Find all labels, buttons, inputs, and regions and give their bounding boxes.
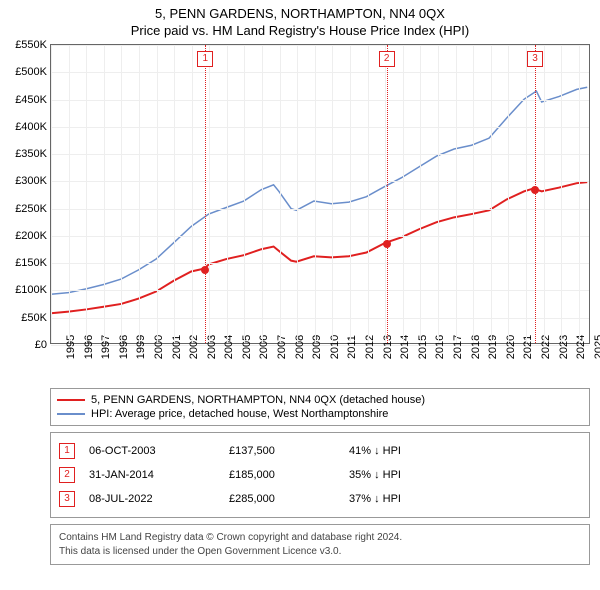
transaction-hpi-delta: 35% ↓ HPI — [349, 469, 581, 481]
transaction-price: £285,000 — [229, 493, 349, 505]
gridline-v — [157, 45, 158, 343]
transaction-marker: 1 — [59, 443, 75, 459]
marker-line-2 — [387, 45, 388, 343]
y-axis-label: £350K — [15, 148, 47, 160]
chart-subtitle: Price paid vs. HM Land Registry's House … — [0, 23, 600, 38]
transaction-date: 08-JUL-2022 — [89, 493, 229, 505]
y-axis-label: £100K — [15, 284, 47, 296]
gridline-v — [297, 45, 298, 343]
transaction-row-2: 2 31-JAN-2014£185,00035% ↓ HPI — [59, 463, 581, 487]
transaction-marker: 2 — [59, 467, 75, 483]
gridline-v — [491, 45, 492, 343]
marker-box-2: 2 — [379, 51, 395, 67]
transaction-hpi-delta: 41% ↓ HPI — [349, 445, 581, 457]
plot-area: £0£50K£100K£150K£200K£250K£300K£350K£400… — [50, 44, 590, 344]
marker-dot-3 — [531, 186, 539, 194]
gridline-v — [579, 45, 580, 343]
marker-box-1: 1 — [197, 51, 213, 67]
gridline-v — [420, 45, 421, 343]
gridline-v — [403, 45, 404, 343]
legend-box: 5, PENN GARDENS, NORTHAMPTON, NN4 0QX (d… — [50, 388, 590, 426]
gridline-v — [526, 45, 527, 343]
gridline-v — [544, 45, 545, 343]
legend-label: 5, PENN GARDENS, NORTHAMPTON, NN4 0QX (d… — [91, 394, 425, 406]
gridline-v — [227, 45, 228, 343]
gridline-v — [332, 45, 333, 343]
x-axis-label: 2025 — [579, 335, 600, 359]
gridline-v — [368, 45, 369, 343]
footer-box: Contains HM Land Registry data © Crown c… — [50, 524, 590, 565]
transaction-price: £137,500 — [229, 445, 349, 457]
gridline-v — [262, 45, 263, 343]
transaction-date: 31-JAN-2014 — [89, 469, 229, 481]
marker-dot-2 — [383, 240, 391, 248]
gridline-v — [104, 45, 105, 343]
y-axis-label: £50K — [21, 312, 47, 324]
y-axis-label: £550K — [15, 39, 47, 51]
marker-line-3 — [535, 45, 536, 343]
gridline-v — [280, 45, 281, 343]
y-axis-label: £0 — [35, 339, 47, 351]
transaction-date: 06-OCT-2003 — [89, 445, 229, 457]
gridline-v — [473, 45, 474, 343]
chart-title: 5, PENN GARDENS, NORTHAMPTON, NN4 0QX — [0, 6, 600, 21]
gridline-v — [69, 45, 70, 343]
legend-item-price_paid: 5, PENN GARDENS, NORTHAMPTON, NN4 0QX (d… — [57, 393, 583, 407]
gridline-v — [209, 45, 210, 343]
legend-label: HPI: Average price, detached house, West… — [91, 408, 388, 420]
gridline-v — [174, 45, 175, 343]
gridline-v — [438, 45, 439, 343]
gridline-v — [456, 45, 457, 343]
footer-line-2: This data is licensed under the Open Gov… — [59, 545, 581, 559]
y-axis-label: £250K — [15, 203, 47, 215]
transaction-price: £185,000 — [229, 469, 349, 481]
y-axis-label: £300K — [15, 175, 47, 187]
gridline-v — [51, 45, 52, 343]
legend-swatch — [57, 413, 85, 415]
marker-dot-1 — [201, 266, 209, 274]
legend-swatch — [57, 399, 85, 401]
gridline-v — [139, 45, 140, 343]
gridline-v — [121, 45, 122, 343]
y-axis-label: £400K — [15, 121, 47, 133]
marker-line-1 — [205, 45, 206, 343]
transaction-hpi-delta: 37% ↓ HPI — [349, 493, 581, 505]
gridline-v — [315, 45, 316, 343]
gridline-v — [561, 45, 562, 343]
chart-container: 5, PENN GARDENS, NORTHAMPTON, NN4 0QX Pr… — [0, 6, 600, 565]
y-axis-label: £200K — [15, 230, 47, 242]
gridline-v — [244, 45, 245, 343]
gridline-v — [192, 45, 193, 343]
transaction-row-1: 1 06-OCT-2003£137,50041% ↓ HPI — [59, 439, 581, 463]
marker-box-3: 3 — [527, 51, 543, 67]
transactions-table: 1 06-OCT-2003£137,50041% ↓ HPI 2 31-JAN-201… — [50, 432, 590, 518]
legend-item-hpi: HPI: Average price, detached house, West… — [57, 407, 583, 421]
footer-line-1: Contains HM Land Registry data © Crown c… — [59, 531, 581, 545]
transaction-marker: 3 — [59, 491, 75, 507]
transaction-row-3: 3 08-JUL-2022£285,00037% ↓ HPI — [59, 487, 581, 511]
gridline-v — [86, 45, 87, 343]
y-axis-label: £150K — [15, 257, 47, 269]
y-axis-label: £500K — [15, 66, 47, 78]
gridline-v — [350, 45, 351, 343]
y-axis-label: £450K — [15, 94, 47, 106]
gridline-v — [508, 45, 509, 343]
